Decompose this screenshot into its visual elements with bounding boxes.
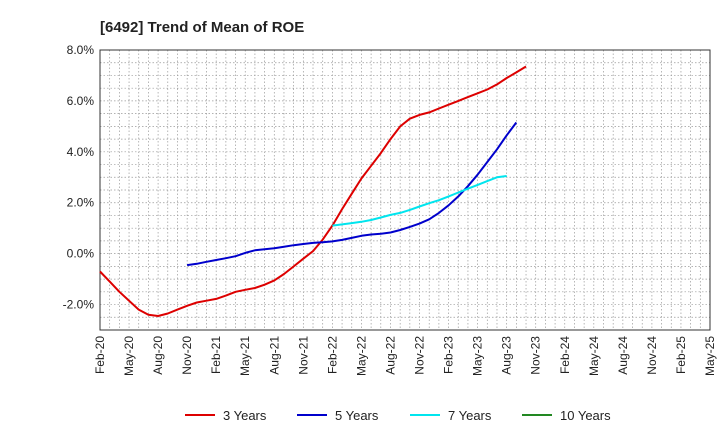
- legend-label: 3 Years: [223, 408, 267, 423]
- grid: [100, 50, 710, 330]
- series-line-3-years: [99, 65, 527, 317]
- y-tick-label: 8.0%: [67, 43, 95, 57]
- x-tick-label: Feb-20: [93, 336, 107, 374]
- legend: 3 Years 5 Years 7 Years 10 Years: [185, 408, 611, 423]
- legend-item-3-years: 3 Years: [185, 408, 267, 423]
- x-tick-label: Nov-23: [529, 336, 543, 375]
- x-tick-label: May-24: [587, 336, 601, 376]
- x-tick-label: May-23: [471, 336, 485, 376]
- y-tick-label: 0.0%: [67, 247, 95, 261]
- x-axis-tick-labels: Feb-20 May-20 Aug-20 Nov-20 Feb-21 May-21 Aug-…: [93, 336, 717, 376]
- legend-item-5-years: 5 Years: [297, 408, 379, 423]
- series-line-7-years: [332, 175, 507, 227]
- legend-item-10-years: 10 Years: [522, 408, 611, 423]
- series-line-5-years: [186, 121, 518, 267]
- x-tick-label: Aug-20: [151, 336, 165, 375]
- x-tick-label: Nov-24: [645, 336, 659, 375]
- y-tick-label: 2.0%: [67, 196, 95, 210]
- x-tick-label: Aug-21: [267, 336, 281, 375]
- plot-frame: [99, 49, 711, 331]
- legend-label: 7 Years: [448, 408, 492, 423]
- y-tick-label: 6.0%: [67, 94, 95, 108]
- x-tick-label: May-25: [703, 336, 717, 376]
- legend-label: 10 Years: [560, 408, 611, 423]
- x-tick-label: Nov-22: [413, 336, 427, 375]
- x-tick-label: Aug-24: [616, 336, 630, 375]
- legend-item-7-years: 7 Years: [410, 408, 492, 423]
- y-tick-label: 4.0%: [67, 145, 95, 159]
- x-tick-label: Feb-21: [209, 336, 223, 374]
- x-tick-label: Feb-24: [558, 336, 572, 374]
- x-tick-label: May-20: [122, 336, 136, 376]
- x-tick-label: Aug-22: [383, 336, 397, 375]
- x-tick-label: Feb-22: [325, 336, 339, 374]
- legend-label: 5 Years: [335, 408, 379, 423]
- y-axis-tick-labels: -2.0% 0.0% 2.0% 4.0% 6.0% 8.0%: [63, 43, 95, 312]
- series-lines: [99, 65, 527, 317]
- x-tick-label: Nov-21: [296, 336, 310, 375]
- x-tick-label: Aug-23: [500, 336, 514, 375]
- x-tick-label: May-22: [354, 336, 368, 376]
- x-tick-label: Feb-25: [674, 336, 688, 374]
- x-tick-label: May-21: [238, 336, 252, 376]
- chart-title: [6492] Trend of Mean of ROE: [100, 19, 304, 36]
- y-tick-label: -2.0%: [63, 298, 95, 312]
- x-tick-label: Nov-20: [180, 336, 194, 375]
- x-tick-label: Feb-23: [442, 336, 456, 374]
